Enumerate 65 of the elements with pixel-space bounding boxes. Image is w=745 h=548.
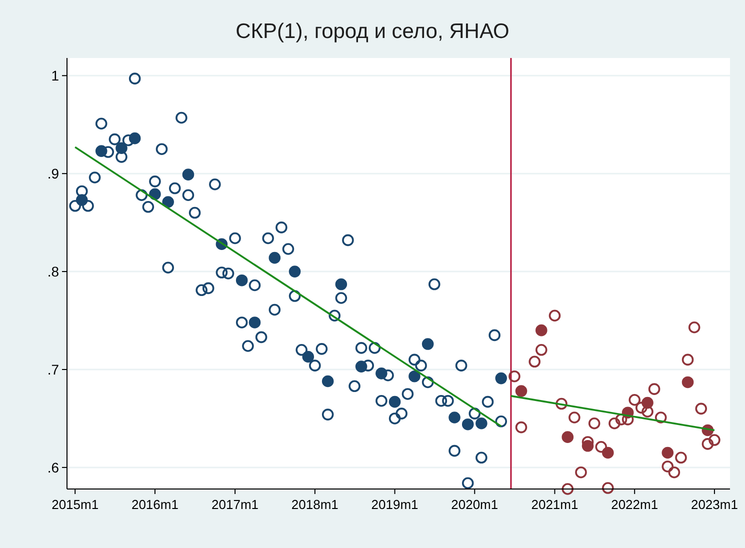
x-tick-label: 2020m1 [451, 497, 498, 512]
point [668, 466, 680, 478]
point [695, 402, 708, 415]
point [182, 168, 194, 180]
point [682, 354, 694, 366]
x-tick-label: 2023m1 [690, 497, 738, 512]
point [268, 252, 281, 264]
y-tick-label: 1 [51, 68, 60, 84]
point [322, 375, 334, 388]
point [642, 406, 654, 418]
point [675, 452, 687, 464]
point [608, 417, 620, 430]
x-tick-label: 2016m1 [131, 497, 178, 512]
point [528, 356, 540, 368]
point [302, 350, 314, 363]
point [556, 398, 568, 410]
point [602, 446, 614, 459]
point [648, 383, 660, 395]
point [615, 414, 628, 426]
point [568, 412, 580, 424]
point [662, 460, 674, 472]
point [149, 188, 161, 200]
point [535, 344, 548, 356]
point [162, 196, 174, 208]
chart-title: СКР(1), город и село, ЯНАО [236, 20, 510, 43]
x-tick-label: 2019m1 [371, 497, 418, 512]
point [595, 440, 608, 453]
point [588, 417, 600, 430]
y-tick-label: .7 [47, 361, 60, 378]
point [562, 483, 574, 495]
x-tick-label: 2021m1 [531, 497, 578, 512]
point [462, 418, 474, 430]
point [408, 370, 420, 382]
point [575, 466, 587, 478]
point [476, 417, 488, 430]
point [682, 376, 694, 388]
point [515, 421, 528, 434]
point [635, 402, 648, 414]
point [688, 321, 700, 334]
x-tick-label: 2022m1 [611, 497, 658, 512]
point [535, 324, 548, 336]
point [628, 394, 640, 406]
point [602, 482, 614, 494]
point [335, 278, 348, 290]
y-tick-label: .6 [47, 459, 60, 476]
point [388, 396, 401, 408]
point [548, 310, 561, 322]
point [448, 412, 460, 424]
x-tick-label: 2017m1 [212, 497, 259, 512]
point [662, 446, 674, 459]
x-tick-label: 2018m1 [291, 497, 338, 512]
point [702, 438, 714, 450]
point [288, 266, 301, 278]
point [248, 316, 261, 328]
point [495, 372, 508, 384]
y-tick-label: .8 [47, 263, 60, 280]
point [562, 431, 574, 443]
point [515, 385, 528, 397]
point [654, 412, 667, 424]
point [508, 370, 520, 382]
y-tick-label: .9 [47, 165, 60, 182]
point [236, 274, 248, 286]
point [708, 434, 720, 446]
x-tick-label: 2015m1 [52, 497, 99, 512]
point [422, 338, 434, 350]
